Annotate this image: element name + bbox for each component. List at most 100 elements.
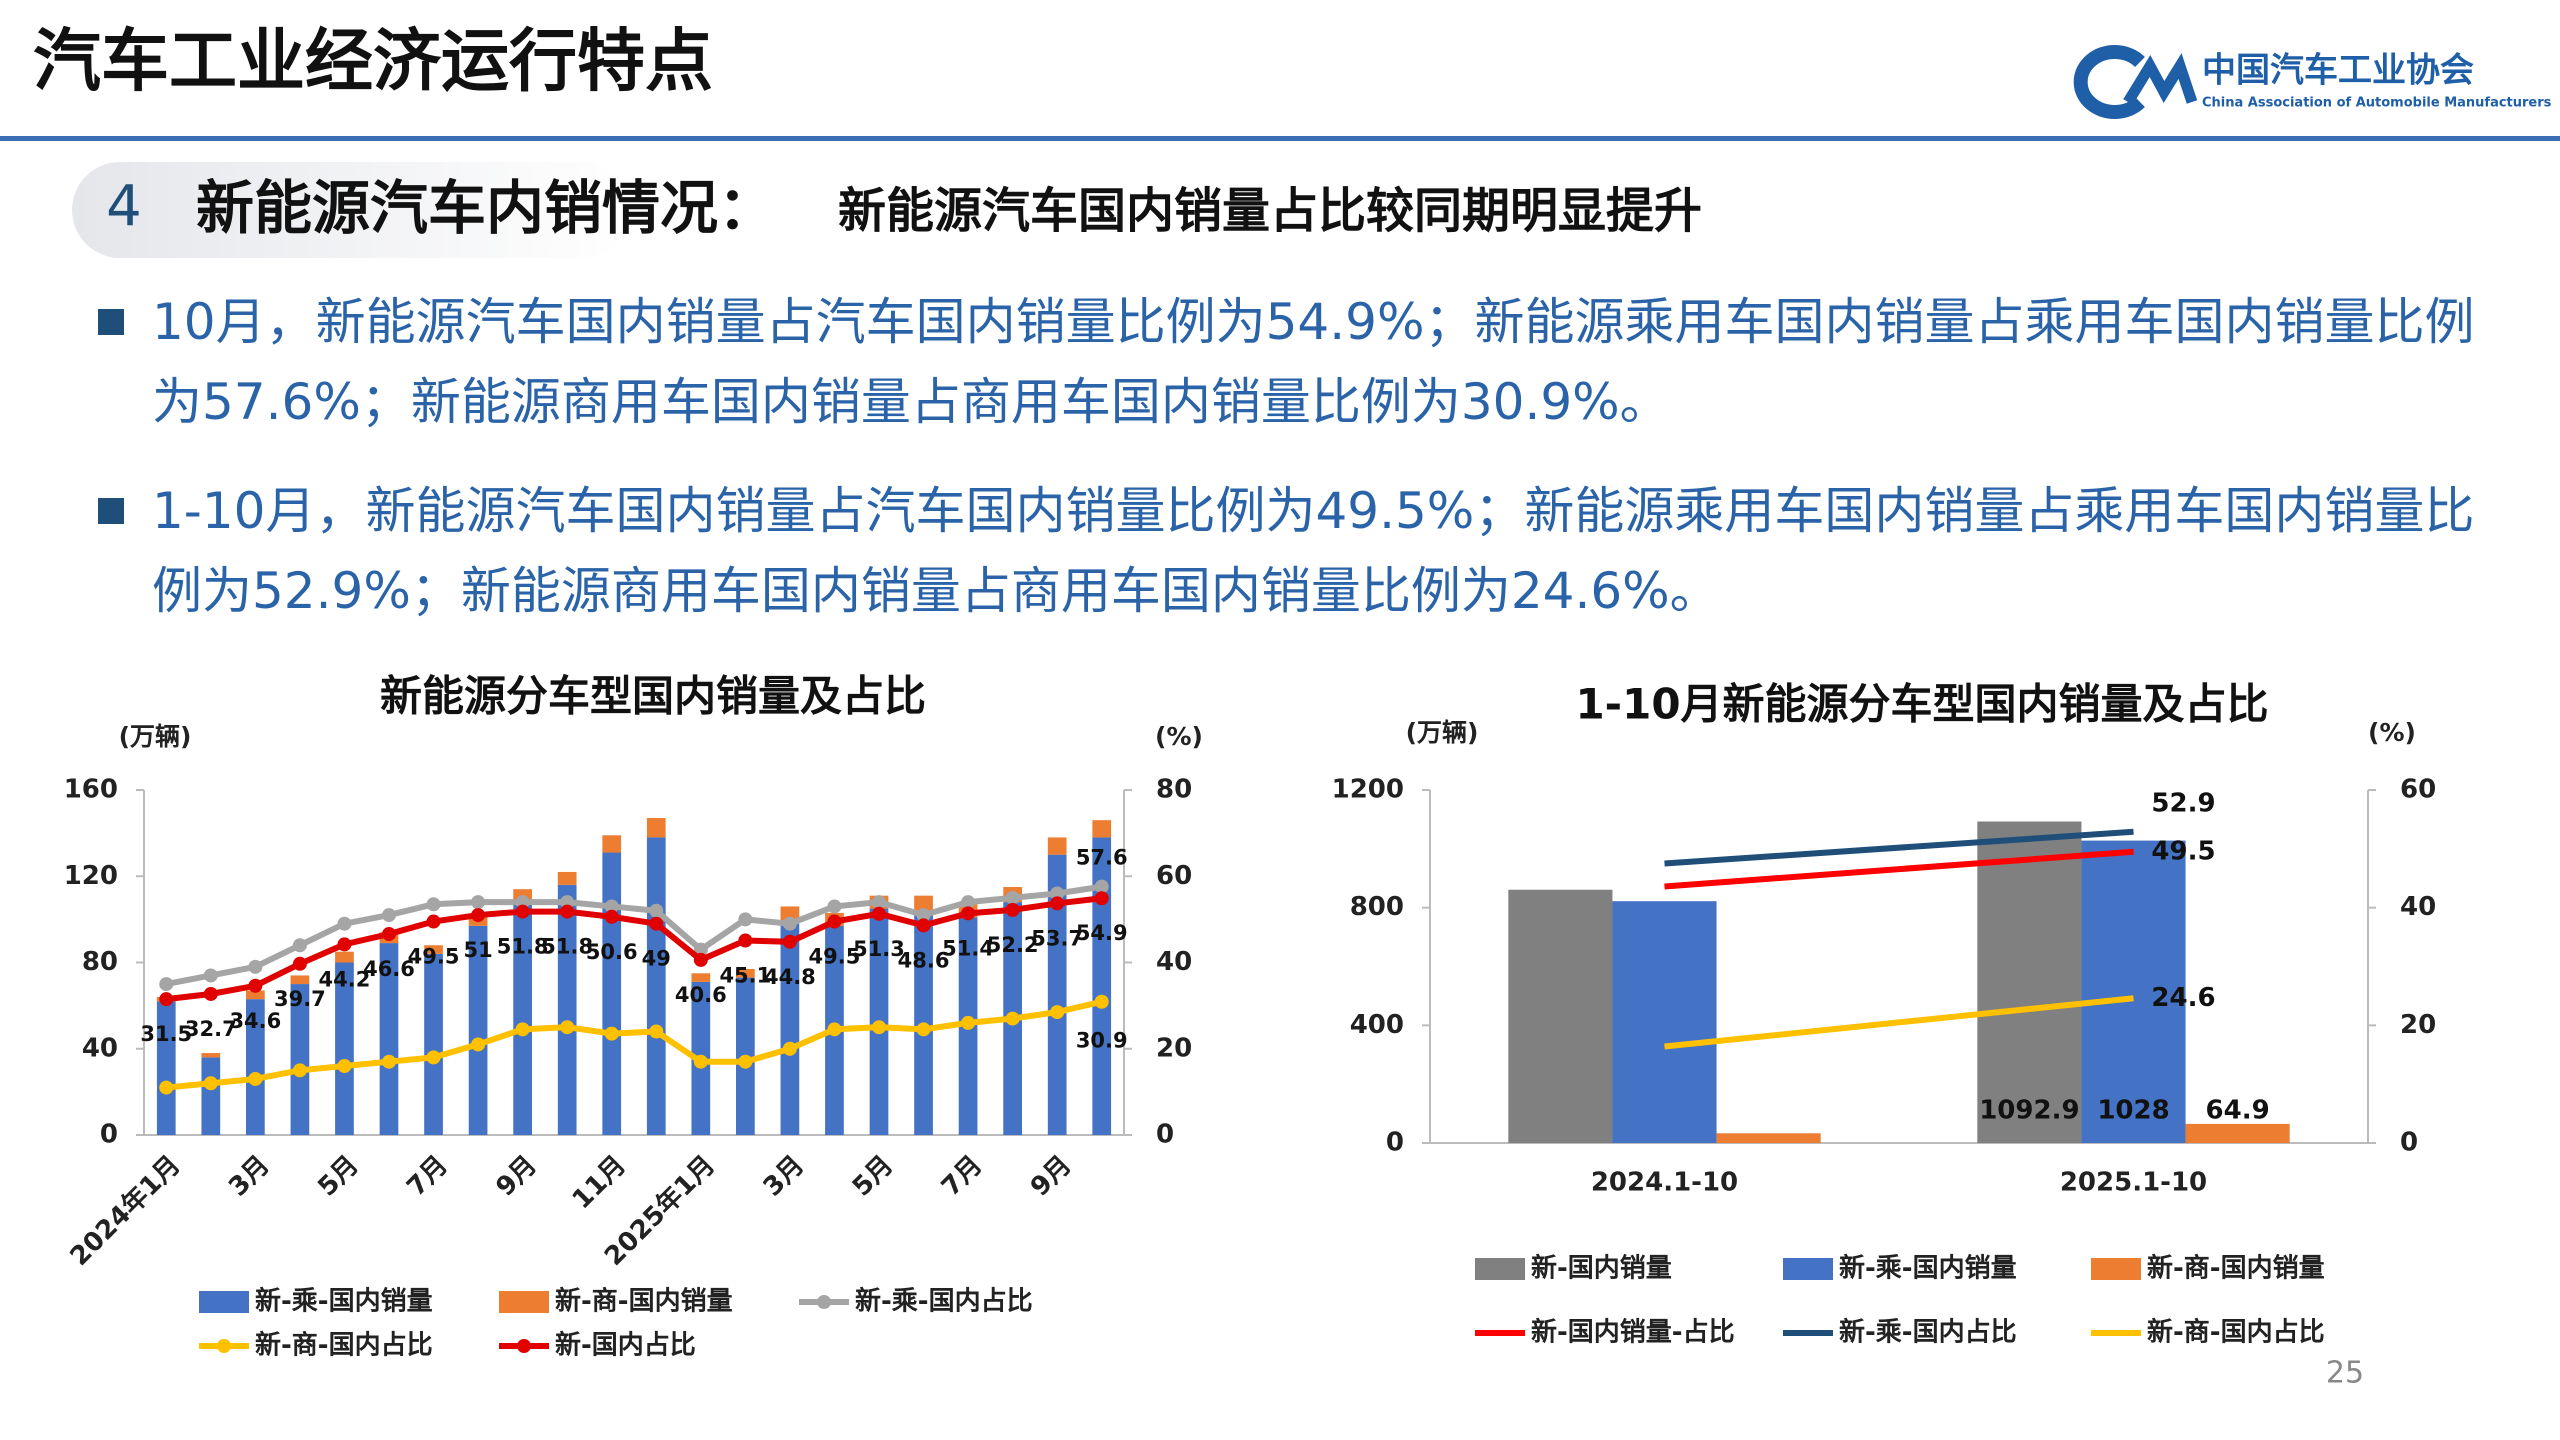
line-marker (1094, 891, 1109, 906)
x-tick-label: 7月 (401, 1150, 453, 1202)
line-value-label: 49.5 (2151, 836, 2215, 866)
legend-swatch (817, 1295, 831, 1309)
line-marker (693, 952, 708, 967)
line-marker (916, 918, 931, 933)
logo-mark (2123, 53, 2198, 105)
x-tick-label: 2025.1-10 (2060, 1168, 2207, 1198)
y2-tick-label: 0 (2400, 1128, 2418, 1158)
bullet-icon (98, 498, 124, 524)
y2-tick-label: 40 (2400, 892, 2436, 922)
line-marker (1050, 1005, 1065, 1020)
legend-swatch (499, 1291, 549, 1313)
y-axis-label: (万辆) (1406, 718, 1479, 747)
y2-axis-label: (%) (1155, 722, 1203, 751)
x-tick-label: 3月 (223, 1150, 275, 1202)
line-value-label: 40.6 (675, 983, 727, 1007)
line-marker (292, 938, 307, 953)
bar (335, 951, 354, 963)
legend-label: 新-国内占比 (555, 1330, 696, 1361)
line-marker (337, 916, 352, 931)
line-marker (203, 968, 218, 983)
line-marker (292, 956, 307, 971)
bar (246, 990, 265, 1000)
x-tick-label: 9月 (1025, 1150, 1077, 1202)
line-marker (159, 977, 174, 992)
line-value-label: 46.6 (363, 957, 415, 981)
bar (1092, 820, 1112, 838)
line-marker (560, 1020, 575, 1035)
legend-label: 新-商-国内销量 (2147, 1253, 2325, 1284)
page-title: 汽车工业经济运行特点 (33, 23, 713, 102)
bar (2081, 840, 2186, 1143)
line-marker (515, 904, 530, 919)
legend-swatch (2091, 1258, 2141, 1280)
line-value-label: 51.4 (942, 936, 994, 960)
bullet: 1-10月，新能源汽车国内销量占汽车国内销量比例为49.5%；新能源乘用车国内销… (98, 471, 2498, 631)
line (1664, 848, 2134, 890)
line-value-label: 51.3 (853, 937, 905, 961)
line-marker (827, 899, 842, 914)
y2-tick-label: 0 (1156, 1120, 1174, 1150)
x-tick-label: 2024.1-10 (1591, 1168, 1738, 1198)
line-value-label: 30.9 (1076, 1029, 1128, 1053)
line-marker (382, 908, 396, 923)
line-marker (337, 1059, 352, 1073)
legend-label: 新-乘-国内销量 (1839, 1253, 2017, 1284)
y-axis-label: (万辆) (119, 722, 192, 751)
line (165, 883, 1103, 988)
bar (602, 835, 622, 853)
line-value-label: 49 (642, 947, 671, 971)
bar (780, 923, 800, 1135)
legend-swatch (217, 1339, 231, 1353)
bar (736, 968, 755, 978)
line-value-label: 45.1 (719, 964, 771, 988)
line-marker (782, 1041, 797, 1056)
legend-label: 新-国内销量 (1531, 1253, 1672, 1284)
line-marker (1005, 902, 1020, 917)
y-tick-label: 400 (1350, 1010, 1404, 1040)
line-value-label: 51.8 (541, 935, 593, 959)
line-marker (248, 978, 263, 993)
line-marker (1005, 890, 1020, 905)
line-marker (738, 1054, 753, 1069)
y-tick-label: 0 (1386, 1128, 1404, 1158)
legend-swatch (517, 1339, 531, 1353)
y2-tick-label: 60 (1156, 861, 1192, 891)
logo-name: 中国汽车工业协会 (2202, 51, 2474, 91)
x-tick-label: 9月 (490, 1150, 542, 1202)
y-tick-label: 40 (82, 1033, 118, 1063)
line-value-label: 53.7 (1031, 926, 1083, 950)
bullet: 10月，新能源汽车国内销量占汽车国内销量比例为54.9%；新能源乘用车国内销量占… (98, 282, 2498, 442)
line-marker (203, 986, 218, 1001)
line-marker (203, 1076, 218, 1091)
legend-label: 新-乘-国内销量 (255, 1286, 433, 1317)
bullet-text: 1-10月，新能源汽车国内销量占汽车国内销量比例为49.5%；新能源乘用车国内销… (152, 482, 2475, 620)
y2-tick-label: 20 (2400, 1010, 2436, 1040)
bar (557, 884, 577, 1135)
line-marker (471, 908, 486, 923)
line-marker (604, 899, 619, 914)
line-value-label: 34.6 (229, 1009, 281, 1033)
bar (691, 973, 711, 982)
x-tick-label: 7月 (936, 1150, 988, 1202)
bullet-text: 10月，新能源汽车国内销量占汽车国内销量比例为54.9%；新能源乘用车国内销量占… (152, 293, 2475, 431)
line-value-label: 39.7 (274, 987, 326, 1011)
line-marker (693, 1054, 708, 1069)
legend-swatch (1783, 1258, 1833, 1280)
line-value-label: 49.5 (408, 945, 460, 969)
bar (290, 984, 310, 1135)
x-tick-label: 5月 (847, 1150, 899, 1202)
legend-swatch (199, 1291, 249, 1313)
line-value-label: 57.6 (1076, 846, 1128, 870)
header-rule (0, 136, 2560, 141)
x-tick-label: 11月 (567, 1150, 632, 1215)
line-marker (827, 1022, 842, 1037)
bullet-icon (98, 309, 124, 335)
bar (557, 871, 577, 885)
line-marker (604, 1026, 619, 1041)
line-marker (159, 992, 174, 1007)
bar (1047, 854, 1067, 1135)
line-marker (292, 1063, 307, 1078)
logo-mark (2073, 45, 2145, 119)
